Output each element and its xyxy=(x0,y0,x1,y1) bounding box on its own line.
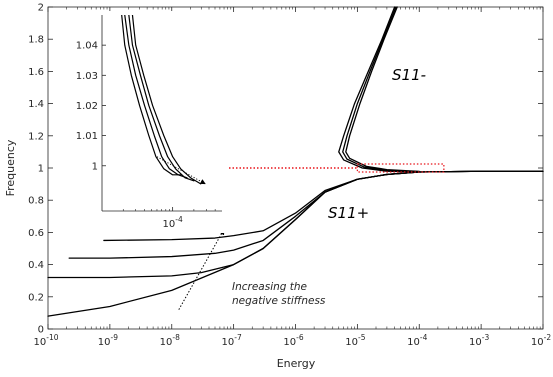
x-tick-label: 10-8 xyxy=(160,333,180,348)
x-tick-label: 10-2 xyxy=(531,333,551,348)
y-tick-label: 1.8 xyxy=(28,35,44,46)
inset-y-tick-label: 1.02 xyxy=(76,101,98,112)
y-tick-label: 0.2 xyxy=(28,292,44,303)
inset-curves xyxy=(121,15,202,185)
inset-plot: 1 1.01 1.02 1.03 1.04 10-4 xyxy=(76,11,228,233)
inset-y-tick-label: 1.01 xyxy=(76,131,98,142)
inset-y-tick-label: 1.03 xyxy=(76,71,98,82)
x-tick-label: 10-9 xyxy=(98,333,118,348)
increasing-annotation-line1: Increasing the xyxy=(232,281,307,293)
series-line-7 xyxy=(345,6,420,173)
s11-plus-label: S11+ xyxy=(328,204,369,222)
inset-series-line-2 xyxy=(124,15,188,179)
y-tick-label: 2 xyxy=(38,3,44,14)
y-tick-label: 1.6 xyxy=(28,67,44,78)
zoom-highlight-box xyxy=(356,163,445,173)
x-tick-label: 10-3 xyxy=(469,333,489,348)
increasing-annotation-line2: negative stiffness xyxy=(232,295,326,307)
y-tick-label: 0 xyxy=(38,325,44,336)
y-axis-label: Frequency xyxy=(4,139,17,196)
x-tick-label: 10-6 xyxy=(283,333,303,348)
inset-y-tick-label: 1.04 xyxy=(76,41,98,52)
y-tick-label: 1.4 xyxy=(28,99,44,110)
x-tick-label: 10-4 xyxy=(407,333,427,348)
inset-series-line-3 xyxy=(128,15,195,182)
x-axis-label: Energy xyxy=(277,357,316,370)
y-tick-label: 0.6 xyxy=(28,228,44,239)
y-tick-label: 0.4 xyxy=(28,260,44,271)
y-tick-label: 1 xyxy=(38,164,44,175)
inset-x-tick-label: 10-4 xyxy=(163,215,183,230)
inset-arrow xyxy=(156,156,206,185)
x-tick-label: 10-5 xyxy=(345,333,365,348)
x-tick-label: 10-7 xyxy=(222,333,242,348)
inset-series-line-4 xyxy=(131,15,202,185)
main-plot: 10-10 10-9 10-8 10-7 10-6 10-5 10-4 10-3 10-2 0 0.… xyxy=(28,3,551,349)
y-tick-label: 0.8 xyxy=(28,196,44,207)
inset-y-tick-label: 1 xyxy=(92,161,98,172)
inset-background xyxy=(98,11,228,233)
series-line-6 xyxy=(342,6,420,173)
s11-minus-label: S11- xyxy=(392,66,426,84)
series-line-5 xyxy=(338,6,420,173)
inset-series-line-1 xyxy=(121,15,182,176)
x-tick-label: 10-10 xyxy=(34,333,59,348)
y-tick-label: 1.2 xyxy=(28,131,44,142)
increasing-stiffness-arrow xyxy=(178,228,225,310)
